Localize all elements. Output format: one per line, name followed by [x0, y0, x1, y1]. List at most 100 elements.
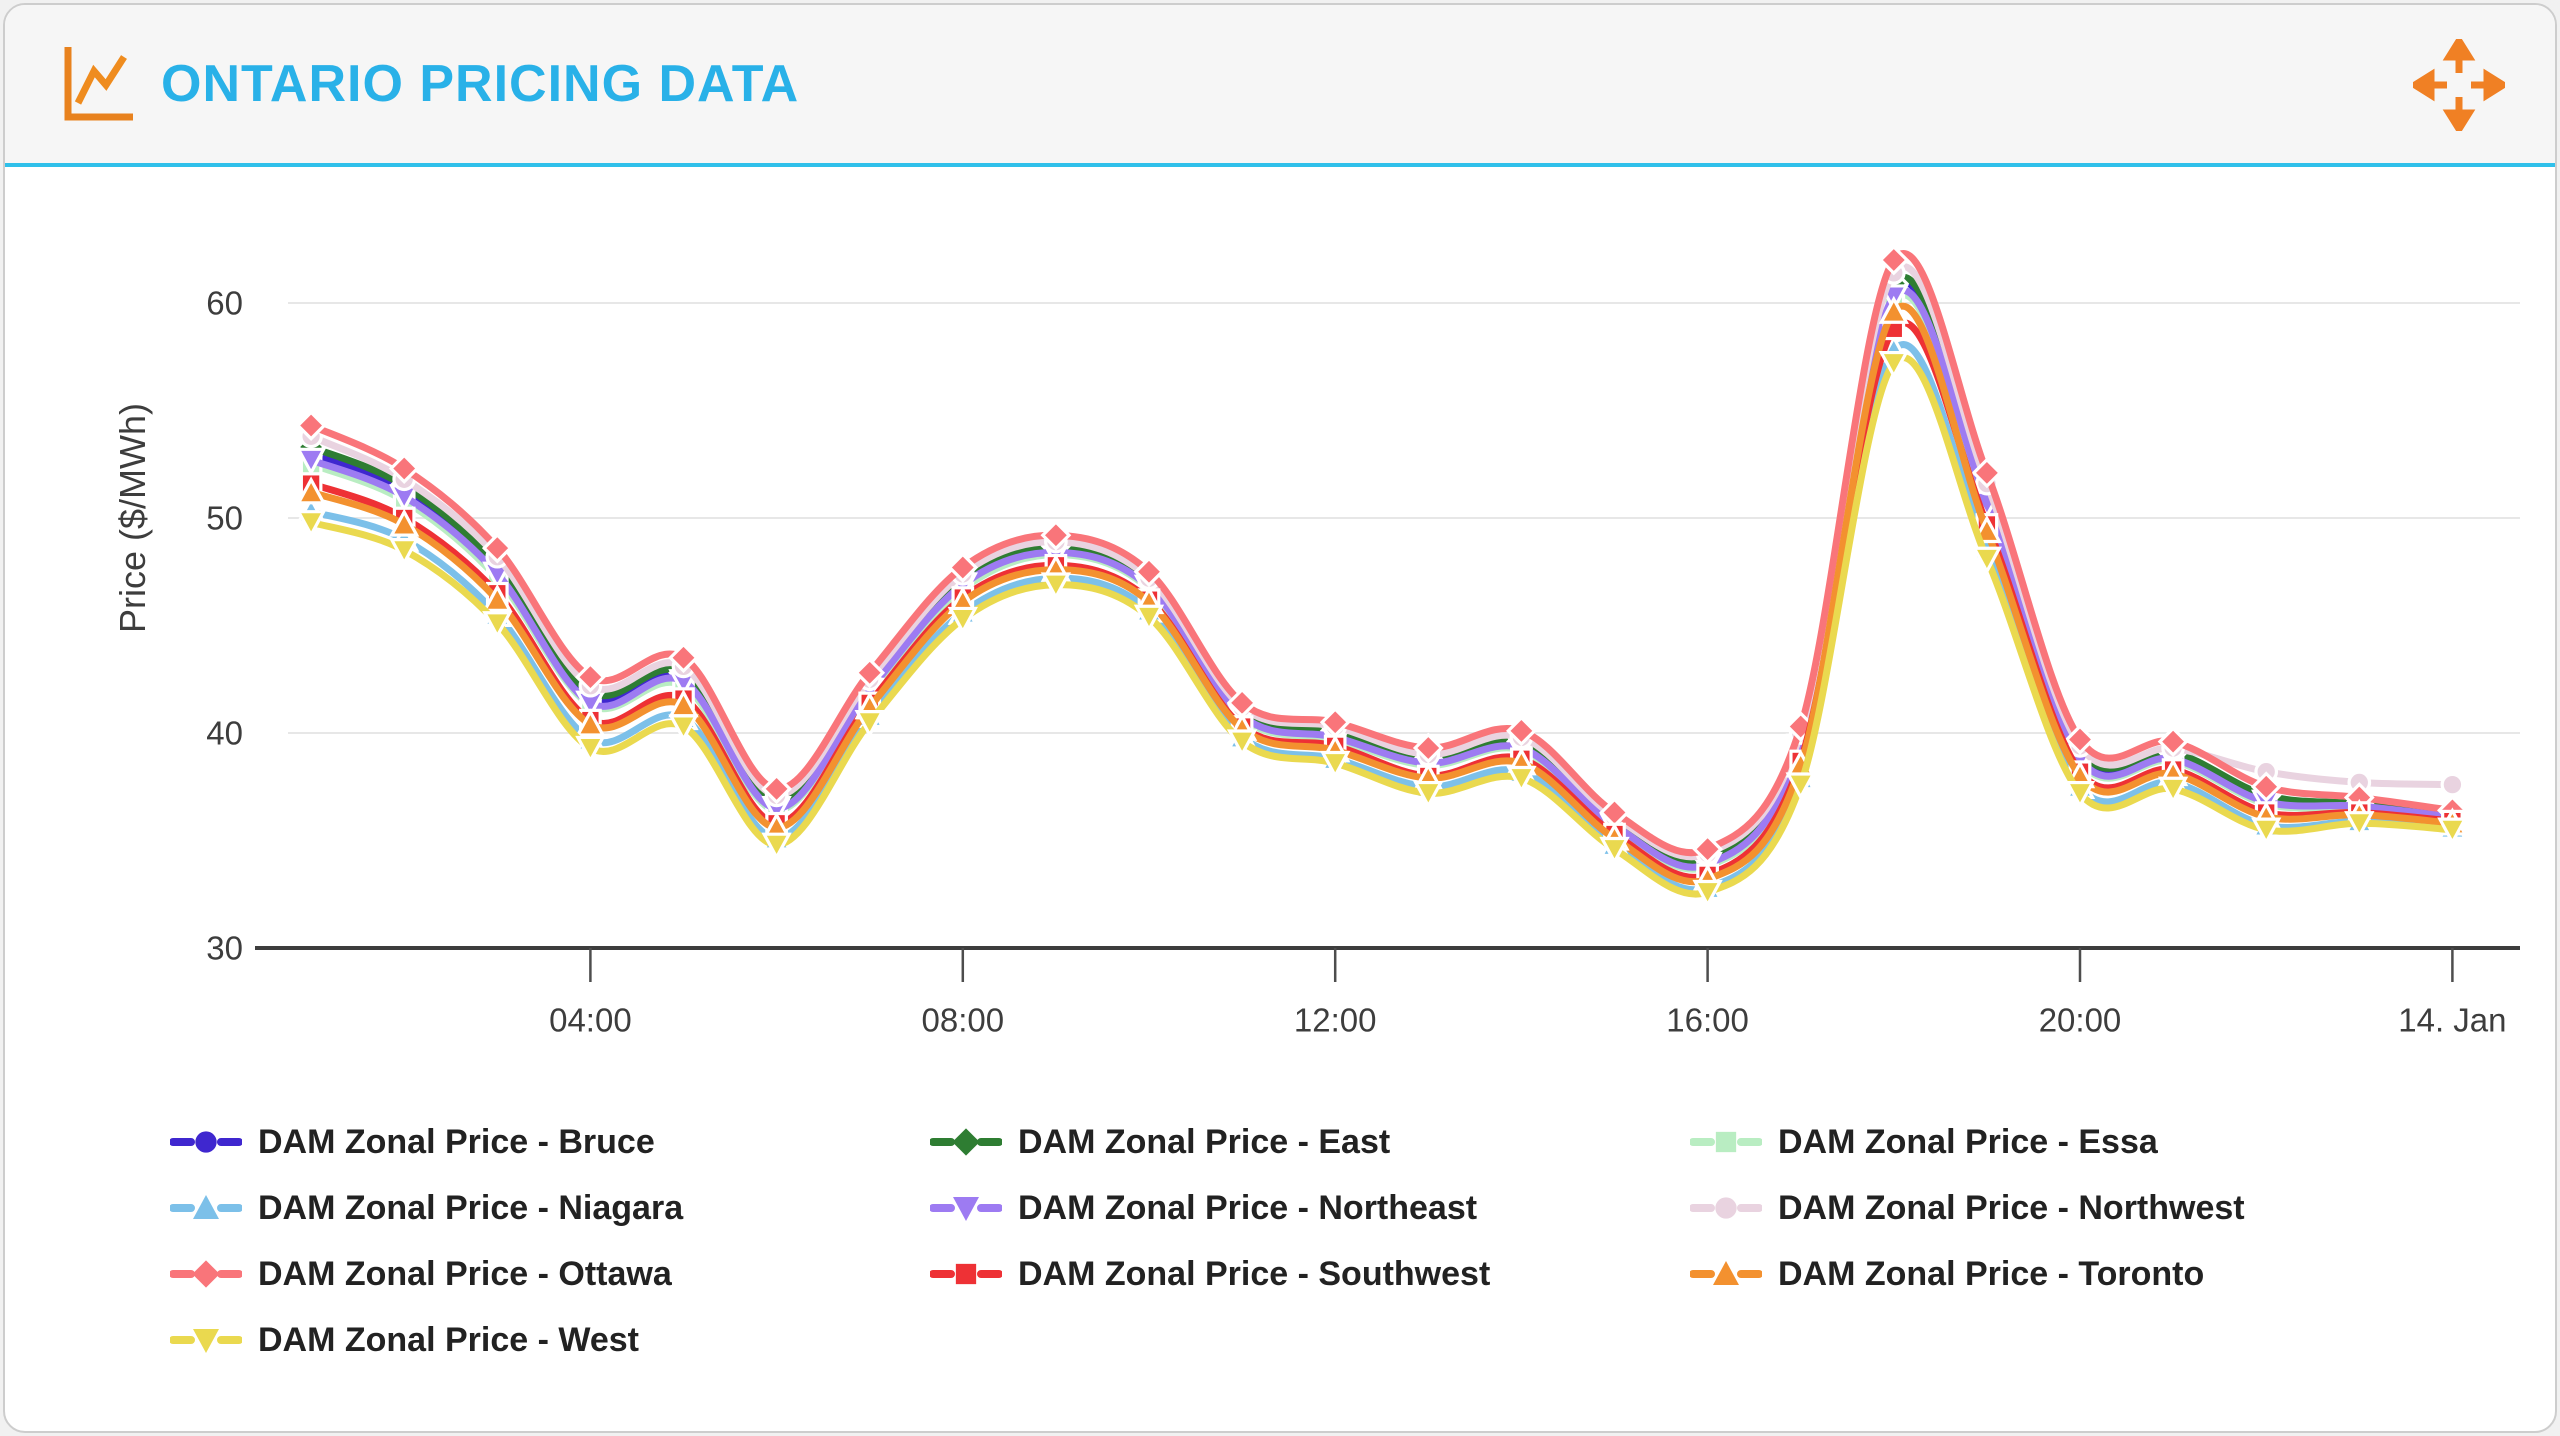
data-point-marker	[947, 552, 979, 583]
page-title: ONTARIO PRICING DATA	[161, 55, 800, 113]
series-west	[295, 350, 2468, 908]
legend-marker-triangle-down-icon	[930, 1196, 1002, 1221]
legend-label: DAM Zonal Price - Northeast	[1018, 1188, 1478, 1227]
x-tick-label: 04:00	[549, 1002, 632, 1039]
data-point-marker	[482, 611, 513, 640]
legend-item-east[interactable]: DAM Zonal Price - East	[930, 1109, 1690, 1175]
data-point-marker	[482, 583, 513, 612]
x-tick-label: 12:00	[1294, 1002, 1377, 1039]
x-tick-label: 14. Jan	[2398, 1002, 2506, 1039]
series-line-west	[307, 354, 2456, 898]
data-point-marker	[1599, 836, 1630, 865]
data-point-marker	[193, 1195, 219, 1220]
data-point-marker	[1320, 750, 1351, 779]
data-point-marker	[389, 538, 420, 567]
legend-item-ottawa[interactable]: DAM Zonal Price - Ottawa	[170, 1241, 930, 1307]
legend-label: DAM Zonal Price - Bruce	[258, 1122, 655, 1161]
data-point-marker	[1713, 1261, 1739, 1286]
data-point-marker	[761, 832, 792, 861]
legend-item-essa[interactable]: DAM Zonal Price - Essa	[1690, 1109, 2450, 1175]
legend-label: DAM Zonal Price - Northwest	[1778, 1188, 2245, 1227]
data-point-marker	[2157, 726, 2189, 757]
legend-marker-diamond-icon	[930, 1128, 1002, 1156]
data-point-marker	[1878, 244, 1910, 276]
legend-item-northwest[interactable]: DAM Zonal Price - Northwest	[1690, 1175, 2450, 1241]
data-point-marker	[1412, 732, 1444, 764]
data-point-marker	[2344, 811, 2375, 840]
card-header: ONTARIO PRICING DATA	[5, 5, 2555, 167]
data-point-marker	[2064, 724, 2096, 755]
data-point-marker	[1878, 350, 1909, 380]
series-toronto	[295, 295, 2468, 892]
data-point-marker	[295, 510, 327, 539]
data-point-marker	[295, 410, 327, 441]
legend-marker-circle-icon	[170, 1131, 242, 1153]
chart-legend: DAM Zonal Price - Bruce DAM Zonal Price -…	[170, 1109, 2500, 1373]
y-tick-label: 50	[206, 500, 243, 537]
legend-marker-circle-icon	[1690, 1197, 1762, 1219]
data-point-marker	[947, 606, 978, 635]
legend-label: DAM Zonal Price - Toronto	[1778, 1254, 2205, 1293]
series-niagara	[295, 334, 2468, 901]
data-point-marker	[1971, 546, 2003, 575]
data-point-marker	[952, 1128, 980, 1156]
data-point-marker	[2440, 772, 2465, 797]
data-point-marker	[1971, 457, 2003, 489]
data-point-marker	[955, 1263, 977, 1285]
data-point-marker	[761, 773, 792, 805]
data-point-marker	[1692, 879, 1723, 908]
price-chart: 30 40 50 60 04:00 08:00 12:00 16:00 20:00 14. Jan…	[112, 244, 2520, 1039]
legend-marker-square-icon	[930, 1263, 1002, 1285]
y-tick-label: 60	[206, 285, 243, 322]
data-point-marker	[1133, 604, 1165, 633]
legend-label: DAM Zonal Price - East	[1018, 1122, 1391, 1161]
data-point-marker	[295, 447, 327, 476]
data-point-marker	[2437, 817, 2468, 846]
y-axis-title: Price ($/MWh)	[112, 403, 153, 633]
x-tick-label: 08:00	[922, 1002, 1005, 1039]
legend-marker-diamond-icon	[170, 1260, 242, 1288]
data-point-marker	[1785, 772, 1816, 801]
data-point-marker	[575, 661, 606, 693]
legend-label: DAM Zonal Price - Southwest	[1018, 1254, 1491, 1293]
legend-item-southwest[interactable]: DAM Zonal Price - Southwest	[930, 1241, 1690, 1307]
y-tick-label: 30	[206, 930, 243, 967]
data-point-marker	[195, 1131, 217, 1153]
data-point-marker	[668, 714, 699, 743]
y-tick-label: 40	[206, 715, 243, 752]
legend-label: DAM Zonal Price - Essa	[1778, 1122, 2158, 1161]
legend-marker-triangle-up-icon	[170, 1195, 242, 1220]
data-point-marker	[2251, 817, 2282, 846]
move-icon[interactable]	[2411, 37, 2507, 133]
data-point-marker	[389, 508, 420, 537]
legend-item-toronto[interactable]: DAM Zonal Price - Toronto	[1690, 1241, 2450, 1307]
data-point-marker	[1040, 519, 1072, 551]
data-point-marker	[575, 735, 606, 764]
data-point-marker	[854, 657, 886, 689]
legend-item-bruce[interactable]: DAM Zonal Price - Bruce	[170, 1109, 930, 1175]
pricing-card: ONTARIO PRICING DATA 30 40 50 60 04:00 08:00 1…	[3, 3, 2557, 1433]
series-ottawa	[295, 244, 2468, 865]
legend-marker-triangle-down-icon	[170, 1328, 242, 1353]
data-point-marker	[388, 453, 420, 484]
legend-item-niagara[interactable]: DAM Zonal Price - Niagara	[170, 1175, 930, 1241]
data-point-marker	[1715, 1197, 1737, 1219]
legend-label: DAM Zonal Price - West	[258, 1320, 639, 1359]
data-point-marker	[1506, 715, 1537, 747]
line-chart-icon	[61, 41, 139, 128]
data-point-marker	[2157, 776, 2189, 805]
data-point-marker	[481, 532, 513, 564]
legend-item-northeast[interactable]: DAM Zonal Price - Northeast	[930, 1175, 1690, 1241]
data-point-marker	[668, 642, 699, 674]
legend-item-west[interactable]: DAM Zonal Price - West	[170, 1307, 930, 1373]
legend-label: DAM Zonal Price - Niagara	[258, 1188, 684, 1227]
data-point-marker	[1226, 729, 1258, 758]
data-point-marker	[295, 476, 327, 505]
legend-label: DAM Zonal Price - Ottawa	[258, 1254, 672, 1293]
data-point-marker	[953, 1196, 979, 1221]
data-point-marker	[193, 1328, 219, 1353]
data-point-marker	[854, 710, 885, 739]
data-point-marker	[575, 708, 606, 737]
x-tick-label: 20:00	[2039, 1002, 2122, 1039]
series-line-niagara	[307, 341, 2456, 894]
